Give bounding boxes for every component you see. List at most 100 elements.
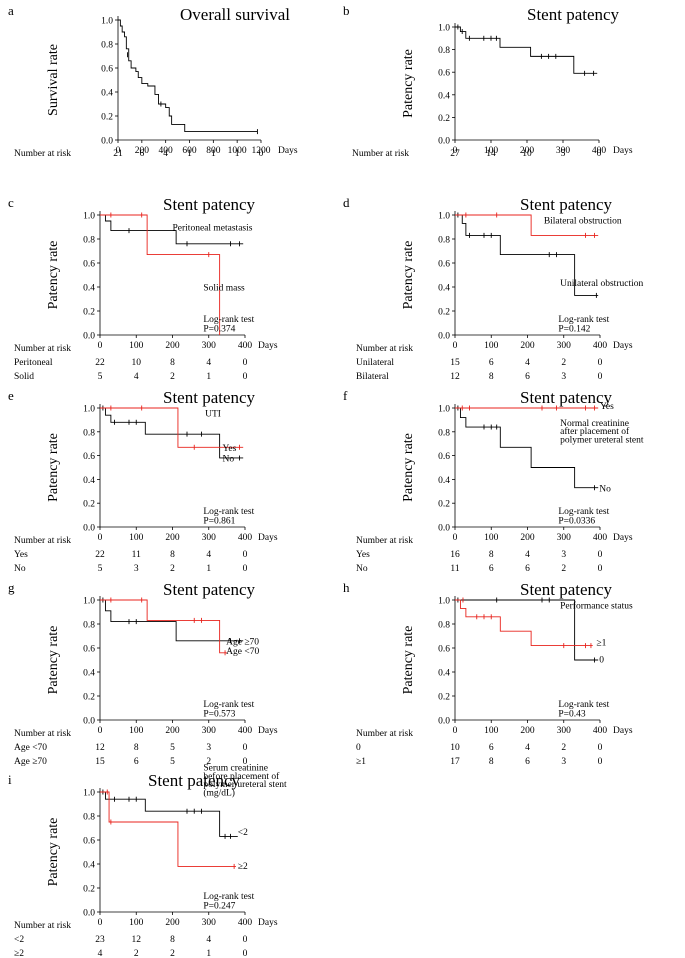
risk-count: 3 xyxy=(561,372,566,382)
y-tick-label: 0.6 xyxy=(438,260,450,270)
risk-count: 0 xyxy=(243,550,248,560)
annotation: Log-rank test xyxy=(558,315,609,325)
y-axis-label: Patency rate xyxy=(46,241,61,310)
km-curve-no xyxy=(455,407,599,489)
x-tick-label: 100 xyxy=(129,341,144,351)
annotation: Log-rank test xyxy=(558,507,609,517)
risk-count: 4 xyxy=(525,550,530,560)
risk-count: 0 xyxy=(243,564,248,574)
annotation: Performance status xyxy=(560,600,633,611)
y-tick-label: 0.4 xyxy=(101,89,113,99)
risk-count: 10 xyxy=(450,743,460,753)
chart-title: Stent patency xyxy=(520,195,613,214)
km-curve-overall xyxy=(118,19,258,133)
panel-h: h Stent patency Patency rate 0.0 0.2 0.4 0.6 0.… xyxy=(343,580,633,767)
risk-count: 3 xyxy=(134,564,139,574)
risk-count: 4 xyxy=(134,372,139,382)
risk-count: 4 xyxy=(525,743,530,753)
x-tick-label: 100 xyxy=(484,146,499,156)
risk-row-label: ≥1 xyxy=(356,757,366,767)
annotation: Serum creatinine xyxy=(203,763,268,773)
risk-count: 8 xyxy=(170,358,175,368)
panel-b: b Stent patency Patency rate 0.0 0.2 0.4 0.6 0.… xyxy=(343,3,633,159)
annotation: No xyxy=(223,455,235,465)
annotation: Yes xyxy=(223,444,237,454)
risk-count: 15 xyxy=(95,757,105,767)
km-curve-yes xyxy=(100,407,244,448)
y-axis-label: Survival rate xyxy=(46,44,61,116)
annotation: Log-rank test xyxy=(558,700,609,710)
risk-row-label: ≥2 xyxy=(14,949,24,958)
y-tick-label: 0.0 xyxy=(438,332,450,342)
x-tick-label: 200 xyxy=(520,146,535,156)
y-axis-label: Patency rate xyxy=(401,241,416,310)
annotation: polymer ureteral stent xyxy=(203,780,287,790)
panel-f: f Stent patency Patency rate 0.0 0.2 0.4 0.6 0.… xyxy=(343,388,644,574)
x-tick-label: 200 xyxy=(165,918,180,928)
panel-e: e Stent patency Patency rate 0.0 0.2 0.4 0.6 0.… xyxy=(8,388,278,574)
risk-table-title: Number at risk xyxy=(14,921,71,931)
risk-row-label: Age ≥70 xyxy=(14,757,47,767)
risk-count: 2 xyxy=(170,372,175,382)
x-tick-label: 800 xyxy=(206,146,221,156)
km-curve-all xyxy=(455,26,598,74)
y-tick-label: 1.0 xyxy=(83,789,95,799)
risk-count: 15 xyxy=(450,358,460,368)
risk-count: 0 xyxy=(598,564,603,574)
risk-row-label: 0 xyxy=(356,743,361,753)
risk-count: 0 xyxy=(243,757,248,767)
km-curve-solid xyxy=(100,214,221,335)
x-tick-label: 400 xyxy=(238,726,253,736)
y-tick-label: 0.4 xyxy=(83,284,95,294)
km-curve-peritoneal xyxy=(100,214,244,245)
x-tick-label: 0 xyxy=(453,726,458,736)
risk-count: 10 xyxy=(132,358,142,368)
km-curve-bilateral xyxy=(455,214,599,236)
x-tick-label: 100 xyxy=(484,726,499,736)
risk-count: 0 xyxy=(243,743,248,753)
x-tick-label: 200 xyxy=(520,341,535,351)
annotation: No xyxy=(599,484,611,494)
y-tick-label: 0.0 xyxy=(83,524,95,534)
risk-count: 14 xyxy=(486,149,496,159)
annotation: Peritoneal metastasis xyxy=(173,224,253,234)
panel-label: i xyxy=(8,772,12,787)
y-tick-label: 1.0 xyxy=(438,212,450,222)
risk-count: 4 xyxy=(206,935,211,945)
x-tick-label: 400 xyxy=(593,726,608,736)
y-tick-label: 0.2 xyxy=(438,114,450,124)
risk-table-title: Number at risk xyxy=(14,729,71,739)
annotation: P=0.142 xyxy=(558,324,590,334)
chart-title: Stent patency xyxy=(527,5,620,24)
y-tick-label: 0.2 xyxy=(438,693,450,703)
risk-count: 23 xyxy=(95,935,105,945)
y-tick-label: 0.6 xyxy=(83,645,95,655)
annotation: <2 xyxy=(238,828,248,838)
y-tick-label: 0.8 xyxy=(83,621,95,631)
chart-title: Stent patency xyxy=(163,195,256,214)
risk-count: 0 xyxy=(243,935,248,945)
km-curve-no xyxy=(100,407,244,459)
panel-label: f xyxy=(343,388,348,403)
x-tick-label: 100 xyxy=(129,533,144,543)
y-tick-label: 1.0 xyxy=(438,405,450,415)
panel-label: d xyxy=(343,195,350,210)
y-tick-label: 0.8 xyxy=(83,428,95,438)
km-curve--2 xyxy=(100,791,238,837)
y-tick-label: 0.4 xyxy=(438,476,450,486)
annotation: Age ≥70 xyxy=(226,637,259,647)
km-curve-0 xyxy=(455,599,599,661)
risk-row-label: No xyxy=(14,564,26,574)
km-curve--2 xyxy=(100,791,236,867)
risk-count: 17 xyxy=(450,757,460,767)
x-tick-label: 300 xyxy=(202,533,217,543)
risk-count: 1 xyxy=(211,149,216,159)
chart-title: Stent patency xyxy=(520,580,613,599)
x-tick-label: 300 xyxy=(557,533,572,543)
risk-count: 4 xyxy=(525,358,530,368)
y-tick-label: 0.6 xyxy=(83,837,95,847)
annotation: P=0.573 xyxy=(203,709,235,719)
y-axis-label: Patency rate xyxy=(401,433,416,502)
x-tick-label: 100 xyxy=(484,533,499,543)
risk-count: 6 xyxy=(525,372,530,382)
